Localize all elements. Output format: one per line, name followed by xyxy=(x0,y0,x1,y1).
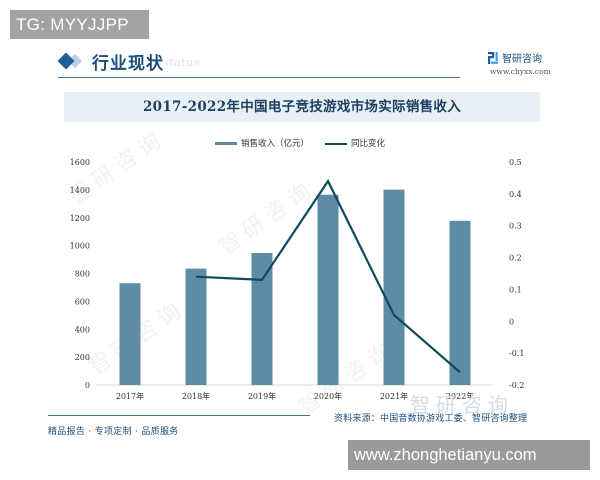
tg-overlay-badge: TG: MYYJJPP xyxy=(10,10,149,39)
header-divider xyxy=(58,77,460,78)
y2-axis-tick: 0.4 xyxy=(509,190,522,199)
x-axis-label: 2019年 xyxy=(248,391,276,401)
y2-axis-tick: 0.2 xyxy=(509,254,522,263)
chart-title: 2017-2022年中国电子竞技游戏市场实际销售收入 xyxy=(142,99,462,115)
yoy-change-line xyxy=(195,178,461,374)
x-axis-label: 2021年 xyxy=(380,391,408,401)
bar-2021年 xyxy=(383,189,405,385)
y-axis-tick: 0 xyxy=(85,381,90,390)
y-axis-tick: 600 xyxy=(75,297,90,306)
section-title: 行业现状 xyxy=(92,54,164,74)
chart-title-band: 2017-2022年中国电子竞技游戏市场实际销售收入 xyxy=(64,92,540,122)
footer-watermark: 智研咨询 xyxy=(410,393,514,417)
legend-bar-swatch xyxy=(215,142,237,145)
bar-2017年 xyxy=(119,283,141,385)
y-axis-tick: 1400 xyxy=(70,186,90,195)
y2-axis-tick: 0.1 xyxy=(509,285,522,294)
y-axis-tick: 400 xyxy=(75,325,90,334)
brand-url: www.chyxx.com xyxy=(490,67,551,76)
bar-2020年 xyxy=(317,194,339,385)
data-source: 资料来源：中国音数协游戏工委、智研咨询整理 xyxy=(334,414,528,424)
y2-axis-tick: 0 xyxy=(509,317,514,326)
x-axis-label: 2020年 xyxy=(314,391,342,401)
y-axis-tick: 1200 xyxy=(70,214,90,223)
section-header: status 行业现状 智研咨询 www.chyxx.com xyxy=(48,46,558,86)
brand-name: 智研咨询 xyxy=(502,54,542,65)
x-axis-label: 2018年 xyxy=(182,391,210,401)
y2-axis-tick: 0.5 xyxy=(509,158,522,167)
y-axis-tick: 1600 xyxy=(70,158,90,167)
legend-label: 销售收入（亿元） xyxy=(241,139,310,149)
header-ghost-text: status xyxy=(163,56,200,69)
y2-axis-tick: -0.1 xyxy=(509,349,524,358)
brand-logo-icon xyxy=(488,52,498,64)
bar-2018年 xyxy=(185,268,207,385)
bar-2019年 xyxy=(251,253,273,385)
y-axis-tick: 800 xyxy=(75,270,90,279)
x-axis-label: 2022年 xyxy=(446,391,474,401)
bar-2022年 xyxy=(449,220,471,385)
x-axis-label: 2017年 xyxy=(116,391,144,401)
y-axis-tick: 200 xyxy=(75,353,90,362)
y2-axis-tick: -0.2 xyxy=(509,381,524,390)
legend-label: 同比变化 xyxy=(351,139,386,149)
site-url-badge: www.zhonghetianyu.com xyxy=(348,440,590,470)
legend-line-swatch xyxy=(325,143,347,145)
y-axis-tick: 1000 xyxy=(70,242,90,251)
y2-axis-tick: 0.3 xyxy=(509,222,522,231)
footer-slogan: 精品报告 · 专项定制 · 品质服务 xyxy=(48,427,179,437)
footer-divider xyxy=(48,415,310,416)
